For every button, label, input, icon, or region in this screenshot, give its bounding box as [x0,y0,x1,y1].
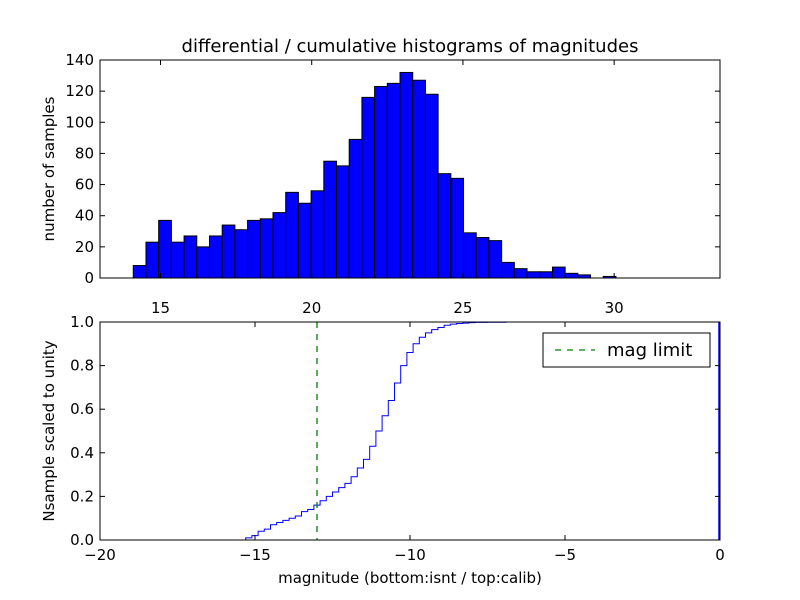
histogram-bar [336,165,350,279]
histogram-bar [450,177,465,279]
top-y-tick-label: 100 [65,113,94,131]
histogram-bar [501,261,515,279]
histogram-bar [374,85,388,279]
bottom-y-tick-label: 1.0 [70,313,94,331]
bottom-y-tick-label: 0.4 [70,444,94,462]
legend-label-mag-limit: mag limit [607,340,692,361]
histogram-bar [488,240,503,279]
histogram-bar [412,79,426,279]
histogram-bar [323,160,338,279]
bottom-y-tick-label: 0.2 [70,487,94,505]
histogram-bar [183,235,198,279]
histogram-bar [463,232,477,279]
bottom-x-tick-label: −5 [554,546,576,564]
histogram-bar [361,96,376,279]
bottom-x-tick-label: −15 [239,546,271,564]
histogram-bar [259,218,274,279]
histogram-bar [285,191,299,279]
top-x-tick-label: 25 [453,299,472,317]
histogram-bar [348,138,363,279]
histogram-bar [475,237,490,279]
bottom-x-axis-label: magnitude (bottom:isnt / top:calib) [278,569,542,587]
top-x-tick-label: 15 [151,299,170,317]
bottom-x-tick-label: 0 [715,546,725,564]
histogram-bar [145,241,160,279]
bottom-y-axis-label: Nsample scaled to unity [40,340,58,521]
top-y-tick-label: 120 [65,82,94,100]
histogram-bar [551,266,566,279]
top-y-tick-label: 80 [75,144,94,162]
top-y-tick-label: 0 [84,269,94,287]
histogram-bar [386,82,401,279]
cumulative-lines [100,321,720,541]
bottom-x-tick-label: −10 [394,546,426,564]
bottom-y-tick-label: 0.6 [70,400,94,418]
bottom-plot-frame [99,321,721,541]
histogram-bar [437,173,452,279]
histogram-bar [513,268,528,279]
top-y-tick-label: 20 [75,238,94,256]
top-plot-frame [99,59,721,279]
top-y-tick-label: 60 [75,176,94,194]
histogram-bar [170,241,185,279]
top-y-tick-label: 40 [75,207,94,225]
top-axes: 0 20 40 60 80 100 120 140 15 20 25 30 [65,51,720,317]
bottom-y-tick-label: 0.8 [70,357,94,375]
histogram-bar [158,219,172,279]
top-y-axis-label: number of samples [40,96,58,241]
legend: mag limit [542,332,711,368]
histogram-bar [526,271,541,279]
bottom-x-tick-label: −20 [84,546,116,564]
histogram-bar [234,229,249,279]
cumulative-step-line [100,321,720,541]
chart-title: differential / cumulative histograms of … [182,36,639,57]
top-x-tick-label: 20 [302,299,321,317]
bottom-y-tick-label: 0.0 [70,531,94,549]
histogram-bar [424,93,439,279]
top-y-tick-label: 140 [65,51,94,69]
histogram-bar [196,246,210,279]
histogram-bar [221,224,236,279]
histogram-bar [310,190,325,279]
histogram-panel: differential / cumulative histograms of … [40,36,721,317]
histogram-bar [539,271,553,279]
histogram-bar [132,265,147,279]
histogram-bar [297,202,312,279]
histogram-bar [272,212,287,279]
cumulative-panel: Nsample scaled to unity magnitude (botto… [40,313,725,587]
histogram-bar [399,71,414,279]
histogram-bar [247,219,261,279]
histogram-bars [132,71,617,279]
histogram-bar [208,235,223,279]
histogram-bar [564,272,579,279]
top-x-tick-label: 30 [605,299,624,317]
